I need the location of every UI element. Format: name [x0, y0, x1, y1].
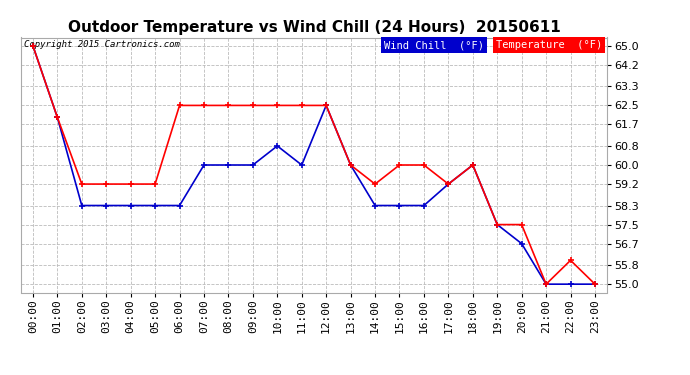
- Text: Wind Chill  (°F): Wind Chill (°F): [384, 40, 484, 50]
- Title: Outdoor Temperature vs Wind Chill (24 Hours)  20150611: Outdoor Temperature vs Wind Chill (24 Ho…: [68, 20, 560, 35]
- Text: Temperature  (°F): Temperature (°F): [495, 40, 602, 50]
- Text: Copyright 2015 Cartronics.com: Copyright 2015 Cartronics.com: [23, 40, 179, 49]
